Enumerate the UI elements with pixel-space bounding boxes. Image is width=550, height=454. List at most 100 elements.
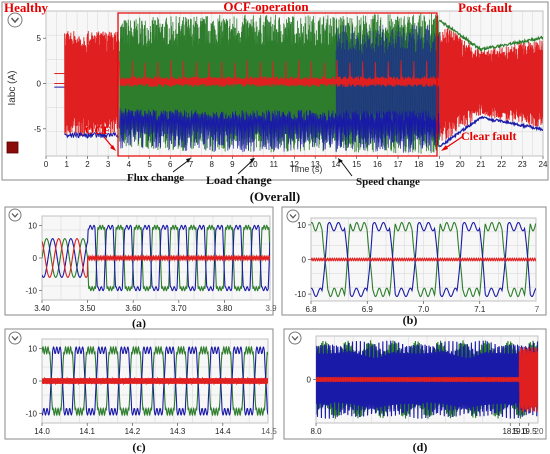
annotation-flux-change: Flux change [127, 172, 184, 184]
x-tick-end-label: 20 [535, 427, 544, 436]
region-label-healthy: Healthy [4, 0, 49, 15]
x-tick-label: 17 [394, 160, 403, 169]
y-tick-label: 10 [28, 345, 37, 354]
annotation-load-change-arrow [237, 159, 254, 175]
x-tick-label: 14.3 [170, 427, 186, 436]
overall-x-ticks: 0 1 2 3 4 5 6 7 8 9 10 11 12 13 14 15 16 17 18 19 20 21 22 23 24… [34, 34, 548, 169]
chevron-down-icon[interactable] [286, 209, 300, 223]
x-tick-label: 9 [230, 160, 235, 169]
series-c-line [438, 115, 543, 148]
series-c-line [64, 131, 119, 140]
overall-xlabel: Time (s) [290, 164, 323, 174]
x-tick-label: 7 [189, 160, 194, 169]
x-tick-label: 24 [539, 160, 548, 169]
x-tick-label: 4 [127, 160, 132, 169]
region-label-ocf-operation: OCF-operation [223, 0, 309, 14]
x-tick-label: 18.5 [502, 427, 518, 436]
x-tick-label: 14.0 [34, 427, 50, 436]
annotation-flux-change-arrow [172, 159, 190, 173]
x-tick-label: 12 [290, 160, 299, 169]
x-tick-label: 3.70 [171, 304, 187, 313]
ocf-operation-box [117, 12, 438, 157]
x-tick-label: 14.1 [79, 427, 95, 436]
overall-traces [54, 13, 543, 154]
annotation-speed-change: Speed change [356, 176, 420, 188]
y-tick-label: -10 [294, 290, 306, 299]
x-tick-label: 11 [270, 160, 279, 169]
series-b-line [311, 221, 536, 298]
x-tick-label: 21 [476, 160, 485, 169]
x-tick-label: 3.80 [217, 304, 233, 313]
series-a-line [119, 60, 440, 88]
x-tick-label: 7.0 [418, 305, 430, 314]
x-tick-label: 14 [331, 160, 340, 169]
y-tick-label: 0 [33, 377, 38, 386]
overall-title: (Overall) [250, 189, 301, 204]
x-tick-label: 19 [435, 160, 444, 169]
x-tick-label: 2 [85, 160, 90, 169]
caption-c: (c) [132, 440, 145, 454]
x-tick-label: 3.40 [34, 304, 50, 313]
y-tick-label: 0 [302, 256, 307, 265]
series-b-line [42, 224, 270, 292]
y-tick-label: 10 [28, 222, 37, 231]
caption-a: (a) [132, 316, 146, 330]
chevron-down-icon[interactable] [7, 12, 23, 28]
y-tick-label: -10 [25, 409, 37, 418]
chevron-down-icon[interactable] [8, 331, 22, 345]
x-tick-label: 23 [518, 160, 527, 169]
series-a-line [439, 28, 543, 141]
annotation-ocf: OCF [85, 123, 110, 137]
x-tick-end-label: 3.9 [265, 304, 277, 313]
x-tick-end-label: 7 [535, 305, 540, 314]
subplot-d: 8.0 18.519.019.520 0 [283, 328, 547, 440]
x-tick-label: 1 [64, 160, 69, 169]
x-tick-label: 5 [147, 160, 152, 169]
x-tick-label: 0 [44, 160, 49, 169]
chevron-down-icon[interactable] [288, 331, 302, 345]
x-tick-label: 3.50 [80, 304, 96, 313]
series-b-line [42, 346, 268, 416]
subplot-c: 14.0 14.1 14.2 14.3 14.4 14.5 -10 0 10 [4, 328, 277, 440]
x-tick-label: 15 [352, 160, 361, 169]
region-label-post-fault: Post-fault [458, 0, 513, 15]
series-a-line [311, 221, 536, 298]
x-tick-label: 19.5 [521, 427, 537, 436]
overall-ylabel: Iabc (A) [7, 70, 18, 105]
series-b-line [316, 340, 538, 419]
series-a-line [42, 345, 268, 417]
x-tick-end-label: 14.5 [261, 427, 277, 436]
x-tick-label: 3 [106, 160, 111, 169]
x-tick-label: 6.9 [362, 305, 374, 314]
series-b-line [438, 19, 543, 53]
series-a-line [64, 30, 119, 136]
x-tick-label: 16 [373, 160, 382, 169]
annotation-clear-fault: Clear fault [461, 129, 516, 143]
subplot-a: 3.40 3.50 3.60 3.70 3.80 3.9 -10 0 10 [4, 206, 277, 316]
x-tick-label: 3.60 [125, 304, 141, 313]
subplot-b: 6.8 6.9 7.0 7.1 7 -10 0 10 [281, 206, 547, 316]
y-tick-label: -5 [34, 125, 42, 134]
x-tick-label: 14.2 [125, 427, 141, 436]
x-tick-label: 10 [249, 160, 258, 169]
chevron-down-icon[interactable] [8, 208, 22, 222]
series-c-line [311, 257, 536, 262]
x-tick-label: 8 [209, 160, 214, 169]
series-c-line [42, 376, 268, 386]
x-tick-label: 6.8 [305, 305, 317, 314]
caption-d: (d) [413, 440, 428, 454]
y-tick-label: -10 [25, 286, 37, 295]
x-tick-label: 8.0 [310, 427, 322, 436]
x-tick-label: 14.4 [215, 427, 231, 436]
y-tick-label: 0 [307, 376, 312, 385]
overall-chart: 0 1 2 3 4 5 6 7 8 9 10 11 12 13 14 15 16 17 18 19 20 21 22 23 24… [1, 0, 549, 188]
y-tick-label: 5 [37, 34, 42, 43]
x-tick-label: 6 [168, 160, 173, 169]
caption-b: (b) [403, 313, 418, 327]
y-tick-label: 0 [37, 80, 42, 89]
series-c-line [316, 346, 538, 413]
x-tick-label: 18 [414, 160, 423, 169]
square-icon[interactable] [6, 141, 19, 154]
x-tick-label: 22 [497, 160, 506, 169]
x-tick-label: 13 [311, 160, 320, 169]
